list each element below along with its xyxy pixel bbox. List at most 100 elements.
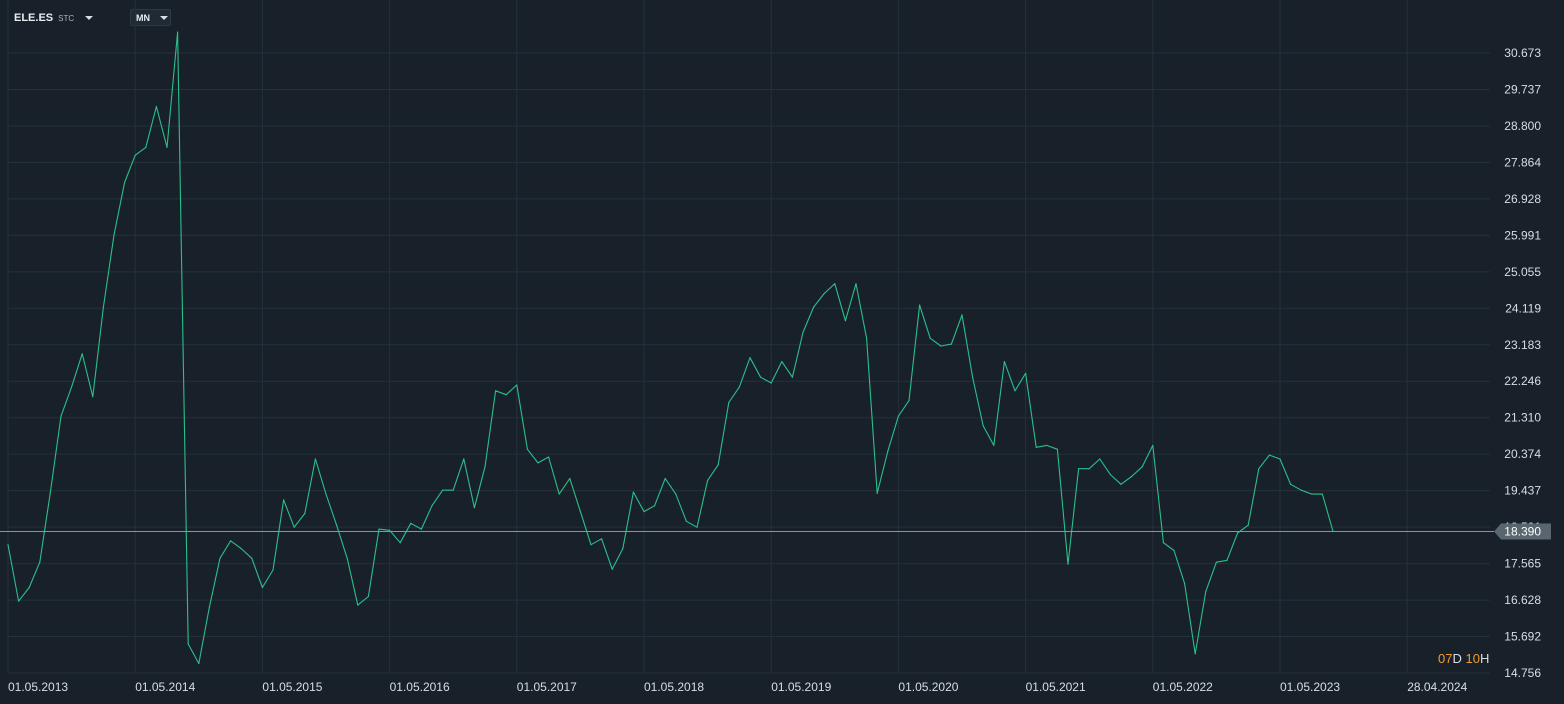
data-point	[1025, 372, 1027, 374]
data-point	[1226, 559, 1228, 561]
data-point	[431, 505, 433, 507]
data-point	[611, 568, 613, 570]
data-point	[950, 343, 953, 345]
data-point	[7, 544, 9, 546]
data-point	[1003, 361, 1006, 363]
data-point	[632, 491, 635, 493]
y-tick-label: 30.673	[1504, 46, 1541, 60]
data-point	[1268, 454, 1270, 456]
price-series-line	[7, 31, 1334, 665]
symbol-name: ELE.ES	[14, 12, 54, 24]
data-point	[92, 396, 94, 398]
data-point	[495, 390, 497, 392]
data-point	[855, 283, 857, 285]
data-point	[1311, 493, 1313, 495]
data-point	[707, 479, 709, 482]
x-tick-label: 01.05.2019	[771, 680, 831, 694]
y-tick-label: 25.991	[1504, 228, 1541, 242]
period-label: MN	[136, 12, 150, 23]
y-tick-label: 29.737	[1504, 82, 1541, 96]
data-point	[463, 458, 465, 460]
data-point	[823, 292, 825, 295]
data-point	[908, 399, 910, 402]
data-point	[251, 557, 253, 559]
symbol-dropdown[interactable]: ELE.ES STC	[14, 9, 94, 27]
data-point	[866, 337, 868, 339]
data-point	[1247, 524, 1249, 526]
data-point	[102, 306, 104, 308]
data-point	[60, 415, 62, 417]
data-point	[177, 31, 179, 33]
data-point	[548, 456, 550, 458]
x-tick-label: 01.05.2018	[644, 680, 704, 694]
data-point	[685, 520, 688, 522]
data-point	[526, 448, 529, 450]
data-point	[187, 643, 189, 645]
caret-down-icon	[160, 15, 168, 20]
data-point	[49, 491, 52, 493]
data-point	[813, 306, 815, 308]
data-point	[1279, 458, 1281, 460]
chart-toolbar: ELE.ES STC MN	[0, 0, 600, 34]
data-point	[749, 357, 751, 359]
data-point	[972, 376, 974, 378]
data-point	[1056, 448, 1058, 450]
data-point	[1162, 542, 1164, 544]
data-point	[230, 540, 232, 542]
data-point	[71, 386, 73, 388]
data-point	[473, 507, 475, 509]
data-point	[1152, 444, 1154, 446]
data-point	[929, 337, 931, 339]
data-point	[1078, 468, 1080, 470]
data-point	[516, 384, 518, 386]
data-point	[39, 561, 41, 563]
bar-countdown: 07D 10H	[1438, 651, 1489, 666]
data-point	[1205, 590, 1207, 593]
last-price-tag	[1494, 523, 1551, 540]
y-tick-label: 24.119	[1505, 301, 1541, 315]
x-tick-label: 01.05.2013	[8, 680, 68, 694]
data-point	[240, 547, 242, 550]
y-tick-label: 28.800	[1504, 119, 1541, 133]
data-point	[134, 154, 136, 156]
data-point	[654, 505, 656, 507]
x-tick-label: 01.05.2021	[1026, 680, 1086, 694]
y-axis: 30.673 29.737 28.800 27.864 26.928 25.991 25.0…	[1504, 46, 1541, 680]
data-point	[155, 105, 157, 108]
data-point	[410, 522, 412, 524]
data-point	[876, 492, 878, 494]
data-point	[28, 586, 30, 589]
data-point	[1067, 563, 1069, 565]
last-price-layer: 18.390	[0, 523, 1551, 540]
data-point	[346, 557, 348, 559]
data-point	[484, 466, 486, 468]
data-point	[272, 569, 274, 571]
data-point	[781, 361, 783, 363]
countdown-days-unit: D	[1452, 651, 1462, 666]
data-point	[399, 542, 401, 544]
data-point	[357, 604, 359, 606]
data-point	[304, 512, 306, 515]
data-point	[261, 586, 263, 589]
data-point	[897, 415, 900, 417]
data-point	[325, 493, 327, 495]
data-point	[844, 320, 847, 322]
x-tick-label: 01.05.2022	[1153, 680, 1213, 694]
data-point	[579, 510, 582, 513]
data-point	[18, 600, 20, 602]
data-point	[791, 376, 794, 378]
y-tick-label: 27.864	[1504, 155, 1541, 169]
data-point	[198, 662, 200, 665]
data-point	[770, 382, 772, 384]
data-point	[314, 458, 316, 460]
y-tick-label: 26.928	[1504, 192, 1541, 206]
x-axis: 01.05.2013 01.05.2014 01.05.2015 01.05.2016…	[8, 680, 1468, 694]
data-point	[442, 489, 444, 491]
data-point	[675, 493, 677, 495]
period-dropdown[interactable]: MN	[130, 9, 171, 26]
data-point	[505, 394, 507, 396]
data-point	[664, 477, 666, 480]
data-point	[717, 464, 719, 466]
data-point	[887, 450, 889, 452]
